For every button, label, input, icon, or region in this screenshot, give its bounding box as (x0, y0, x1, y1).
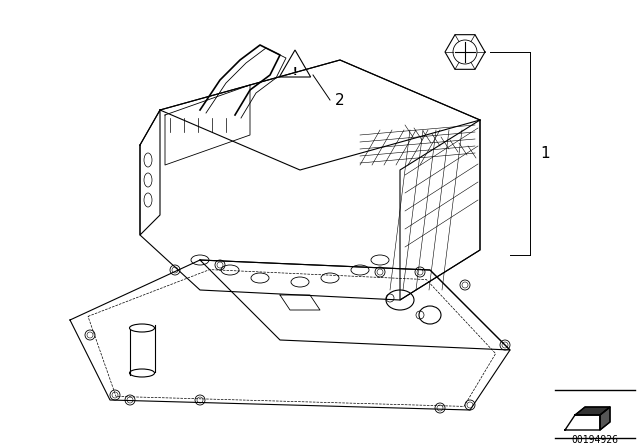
Text: !: ! (292, 67, 297, 77)
Polygon shape (600, 407, 610, 430)
Text: 1: 1 (540, 146, 550, 160)
Text: 2: 2 (335, 92, 344, 108)
Polygon shape (575, 407, 610, 415)
Text: 00194926: 00194926 (572, 435, 618, 445)
